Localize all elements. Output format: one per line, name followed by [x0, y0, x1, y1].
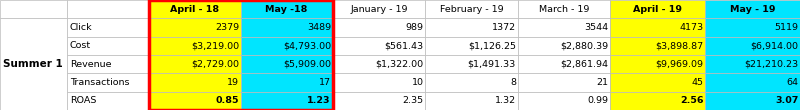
FancyBboxPatch shape [241, 18, 333, 37]
Text: 64: 64 [786, 78, 798, 87]
Text: 4173: 4173 [679, 23, 703, 32]
Text: $2,729.00: $2,729.00 [191, 60, 239, 69]
FancyBboxPatch shape [518, 92, 610, 110]
FancyBboxPatch shape [0, 18, 66, 110]
Text: 45: 45 [691, 78, 703, 87]
FancyBboxPatch shape [518, 73, 610, 92]
FancyBboxPatch shape [149, 92, 241, 110]
Text: 3.07: 3.07 [775, 96, 798, 105]
Text: Summer 1: Summer 1 [3, 59, 63, 69]
Text: 1.23: 1.23 [307, 96, 331, 105]
Text: 5119: 5119 [774, 23, 798, 32]
FancyBboxPatch shape [149, 37, 241, 55]
FancyBboxPatch shape [705, 37, 800, 55]
FancyBboxPatch shape [333, 55, 425, 73]
Text: Cost: Cost [70, 41, 90, 50]
FancyBboxPatch shape [333, 37, 425, 55]
Text: May - 19: May - 19 [730, 5, 775, 14]
FancyBboxPatch shape [333, 73, 425, 92]
Text: Click: Click [70, 23, 92, 32]
FancyBboxPatch shape [610, 18, 705, 37]
FancyBboxPatch shape [425, 0, 518, 18]
FancyBboxPatch shape [705, 73, 800, 92]
FancyBboxPatch shape [518, 18, 610, 37]
FancyBboxPatch shape [241, 92, 333, 110]
Text: 2379: 2379 [215, 23, 239, 32]
FancyBboxPatch shape [610, 55, 705, 73]
FancyBboxPatch shape [518, 0, 610, 18]
Text: April - 19: April - 19 [633, 5, 682, 14]
Text: March - 19: March - 19 [538, 5, 589, 14]
Text: 17: 17 [319, 78, 331, 87]
Text: 19: 19 [227, 78, 239, 87]
FancyBboxPatch shape [241, 73, 333, 92]
Text: $3,219.00: $3,219.00 [191, 41, 239, 50]
Text: Revenue: Revenue [70, 60, 111, 69]
FancyBboxPatch shape [610, 92, 705, 110]
Text: 1.32: 1.32 [495, 96, 516, 105]
Text: $3,898.87: $3,898.87 [655, 41, 703, 50]
Text: ROAS: ROAS [70, 96, 96, 105]
Text: $6,914.00: $6,914.00 [750, 41, 798, 50]
FancyBboxPatch shape [425, 73, 518, 92]
Text: January - 19: January - 19 [350, 5, 407, 14]
Text: 3544: 3544 [585, 23, 609, 32]
Text: 21: 21 [597, 78, 609, 87]
FancyBboxPatch shape [518, 37, 610, 55]
FancyBboxPatch shape [241, 0, 333, 18]
FancyBboxPatch shape [66, 55, 149, 73]
FancyBboxPatch shape [149, 73, 241, 92]
Text: 3489: 3489 [306, 23, 331, 32]
FancyBboxPatch shape [610, 0, 705, 18]
FancyBboxPatch shape [610, 37, 705, 55]
FancyBboxPatch shape [241, 37, 333, 55]
Text: Transactions: Transactions [70, 78, 129, 87]
FancyBboxPatch shape [705, 55, 800, 73]
FancyBboxPatch shape [149, 18, 241, 37]
Text: 989: 989 [406, 23, 423, 32]
Text: May -18: May -18 [266, 5, 308, 14]
Text: 8: 8 [510, 78, 516, 87]
Text: $561.43: $561.43 [384, 41, 423, 50]
Text: $21,210.23: $21,210.23 [744, 60, 798, 69]
Text: $1,322.00: $1,322.00 [375, 60, 423, 69]
FancyBboxPatch shape [66, 0, 149, 18]
Text: 0.85: 0.85 [216, 96, 239, 105]
FancyBboxPatch shape [425, 37, 518, 55]
Text: April - 18: April - 18 [170, 5, 219, 14]
Text: 10: 10 [411, 78, 423, 87]
FancyBboxPatch shape [705, 18, 800, 37]
FancyBboxPatch shape [333, 0, 425, 18]
FancyBboxPatch shape [66, 18, 149, 37]
FancyBboxPatch shape [149, 0, 241, 18]
Text: $1,491.33: $1,491.33 [468, 60, 516, 69]
FancyBboxPatch shape [149, 55, 241, 73]
FancyBboxPatch shape [425, 55, 518, 73]
Text: $2,880.39: $2,880.39 [561, 41, 609, 50]
Text: $5,909.00: $5,909.00 [283, 60, 331, 69]
Text: $2,861.94: $2,861.94 [561, 60, 609, 69]
Text: 0.99: 0.99 [587, 96, 609, 105]
FancyBboxPatch shape [610, 73, 705, 92]
FancyBboxPatch shape [518, 55, 610, 73]
FancyBboxPatch shape [333, 18, 425, 37]
FancyBboxPatch shape [333, 92, 425, 110]
FancyBboxPatch shape [425, 92, 518, 110]
Text: 1372: 1372 [492, 23, 516, 32]
Text: February - 19: February - 19 [439, 5, 503, 14]
FancyBboxPatch shape [241, 55, 333, 73]
FancyBboxPatch shape [66, 37, 149, 55]
FancyBboxPatch shape [425, 18, 518, 37]
Text: 2.56: 2.56 [680, 96, 703, 105]
Text: $9,969.09: $9,969.09 [655, 60, 703, 69]
FancyBboxPatch shape [66, 73, 149, 92]
FancyBboxPatch shape [705, 0, 800, 18]
Text: $4,793.00: $4,793.00 [282, 41, 331, 50]
FancyBboxPatch shape [66, 92, 149, 110]
Text: 2.35: 2.35 [402, 96, 423, 105]
FancyBboxPatch shape [705, 92, 800, 110]
FancyBboxPatch shape [0, 0, 66, 18]
Text: $1,126.25: $1,126.25 [468, 41, 516, 50]
